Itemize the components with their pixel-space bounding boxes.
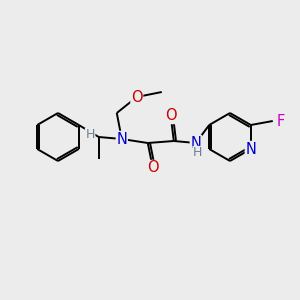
Text: N: N xyxy=(116,131,127,146)
Text: N: N xyxy=(190,136,201,151)
Text: O: O xyxy=(165,109,177,124)
Text: O: O xyxy=(131,89,142,104)
Text: H: H xyxy=(193,146,203,160)
Text: F: F xyxy=(277,113,285,128)
Text: O: O xyxy=(147,160,159,175)
Text: N: N xyxy=(245,142,256,157)
Text: H: H xyxy=(85,128,95,142)
